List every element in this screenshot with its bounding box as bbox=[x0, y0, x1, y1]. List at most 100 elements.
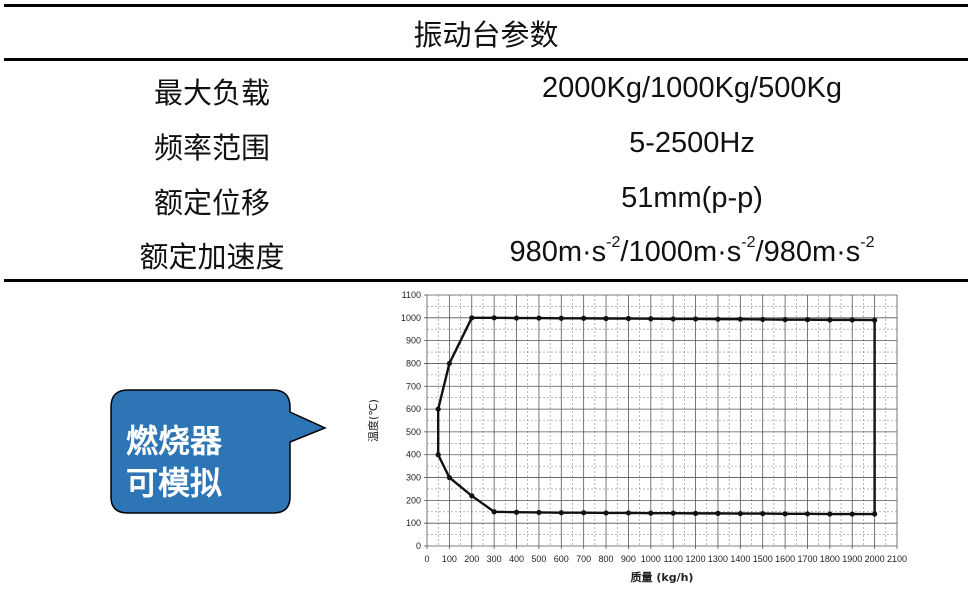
value-text: 980m·s bbox=[509, 236, 607, 268]
table-row: 频率范围 5-2500Hz bbox=[0, 125, 972, 179]
data-point bbox=[435, 406, 441, 412]
y-tick-label: 1100 bbox=[402, 290, 421, 300]
x-tick-label: 300 bbox=[487, 554, 502, 564]
data-point bbox=[692, 316, 699, 322]
value-text: 51mm(p-p) bbox=[621, 182, 763, 214]
x-tick-label: 1400 bbox=[730, 554, 750, 564]
data-point bbox=[782, 317, 788, 323]
data-point bbox=[670, 316, 676, 322]
param-value: 980m·s-2/1000m·s-2/980m·s-2 bbox=[460, 234, 924, 269]
data-point bbox=[872, 511, 878, 517]
x-tick-label: 500 bbox=[531, 554, 546, 564]
data-point bbox=[648, 510, 654, 516]
data-point bbox=[760, 510, 766, 517]
data-point bbox=[581, 315, 587, 321]
data-point bbox=[603, 510, 609, 516]
data-point bbox=[446, 474, 452, 481]
x-tick-label: 400 bbox=[509, 554, 524, 564]
value-text: /1000m·s bbox=[620, 236, 742, 268]
x-tick-label: 1900 bbox=[842, 554, 862, 564]
data-point bbox=[625, 315, 632, 322]
data-point bbox=[581, 510, 587, 516]
data-point bbox=[491, 509, 497, 515]
param-label: 最大负载 bbox=[153, 76, 270, 110]
callout-line: 燃烧器 bbox=[126, 422, 223, 460]
data-point bbox=[827, 317, 833, 323]
y-tick-label: 300 bbox=[406, 473, 421, 483]
y-tick-label: 700 bbox=[406, 381, 421, 391]
data-point bbox=[491, 315, 497, 321]
x-tick-label: 2000 bbox=[865, 554, 885, 564]
data-point bbox=[513, 509, 520, 515]
boundary-line bbox=[436, 316, 876, 516]
x-tick-label: 800 bbox=[599, 554, 614, 564]
param-value: 2000Kg/1000Kg/500Kg bbox=[460, 72, 924, 105]
y-tick-label: 800 bbox=[406, 358, 421, 368]
superscript: -2 bbox=[860, 234, 875, 251]
data-point bbox=[603, 315, 609, 322]
data-point bbox=[558, 510, 564, 516]
x-tick-label: 0 bbox=[424, 554, 429, 564]
x-axis-label: 质量 (kg/h) bbox=[631, 570, 694, 584]
y-tick-label: 600 bbox=[406, 404, 421, 414]
data-point bbox=[446, 360, 452, 367]
y-tick-label: 900 bbox=[406, 336, 421, 346]
value-text: 2000Kg/1000Kg/500Kg bbox=[542, 72, 842, 104]
data-point bbox=[782, 511, 788, 517]
data-point bbox=[469, 493, 475, 499]
data-point bbox=[513, 315, 520, 321]
data-point bbox=[536, 509, 542, 516]
data-point bbox=[804, 511, 811, 517]
table-row: 额定位移 51mm(p-p) bbox=[0, 180, 972, 234]
param-label: 额定位移 bbox=[153, 186, 270, 220]
data-point bbox=[625, 510, 632, 516]
data-point bbox=[558, 315, 564, 321]
x-tick-label: 600 bbox=[554, 554, 569, 564]
superscript: -2 bbox=[741, 234, 756, 251]
x-tick-label: 1300 bbox=[708, 554, 728, 564]
param-value: 51mm(p-p) bbox=[460, 182, 924, 215]
table-top-rule bbox=[4, 4, 968, 7]
param-label: 额定加速度 bbox=[139, 240, 285, 274]
data-point bbox=[827, 511, 833, 517]
y-tick-label: 1000 bbox=[401, 313, 421, 323]
data-point bbox=[737, 316, 743, 322]
x-tick-label: 900 bbox=[621, 554, 636, 564]
data-point bbox=[715, 510, 721, 516]
table-header-rule bbox=[4, 58, 968, 61]
table-row: 额定加速度 980m·s-2/1000m·s-2/980m·s-2 bbox=[0, 234, 972, 288]
table-bottom-rule bbox=[4, 279, 968, 282]
y-tick-label: 0 bbox=[416, 541, 421, 551]
x-tick-label: 1700 bbox=[797, 554, 817, 564]
data-point bbox=[737, 510, 743, 517]
data-point bbox=[872, 317, 878, 323]
param-label: 频率范围 bbox=[153, 131, 270, 165]
data-point bbox=[648, 316, 654, 322]
data-point bbox=[804, 317, 811, 323]
data-point bbox=[435, 452, 441, 458]
superscript: -2 bbox=[606, 234, 621, 251]
y-tick-label: 100 bbox=[406, 518, 421, 528]
x-tick-label: 2100 bbox=[887, 554, 907, 564]
x-tick-label: 1200 bbox=[686, 554, 706, 564]
x-tick-label: 1600 bbox=[775, 554, 795, 564]
value-text: 5-2500Hz bbox=[629, 127, 755, 159]
x-tick-label: 100 bbox=[442, 554, 457, 564]
data-point bbox=[536, 315, 542, 321]
data-point bbox=[715, 316, 721, 322]
table-row: 最大负载 2000Kg/1000Kg/500Kg bbox=[0, 70, 972, 124]
x-tick-label: 200 bbox=[464, 554, 479, 564]
value-text: /980m·s bbox=[755, 236, 861, 268]
data-point bbox=[670, 510, 676, 516]
callout-text: 燃烧器 可模拟 bbox=[126, 420, 222, 504]
temperature-mass-chart: 0 100 200 300 400 500 600 700 800 900 1000 1100 1200… bbox=[366, 290, 907, 584]
y-axis-label: 温度(℃) bbox=[366, 399, 380, 442]
param-value: 5-2500Hz bbox=[460, 127, 924, 160]
data-point bbox=[849, 317, 855, 323]
y-tick-label: 200 bbox=[406, 495, 421, 505]
table-title: 振动台参数 bbox=[413, 18, 559, 52]
x-tick-label: 1800 bbox=[820, 554, 840, 564]
callout-line: 可模拟 bbox=[126, 464, 223, 502]
data-point bbox=[692, 510, 699, 516]
